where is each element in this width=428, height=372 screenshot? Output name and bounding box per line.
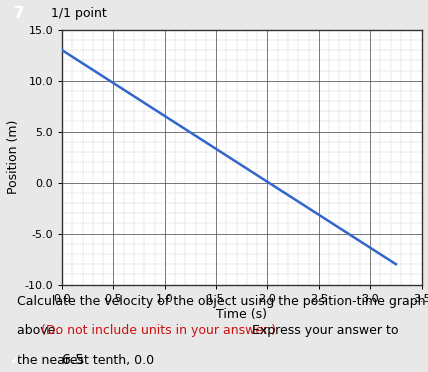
Text: above.: above. (17, 324, 63, 337)
Text: ✓: ✓ (9, 353, 21, 367)
Text: 7: 7 (14, 6, 24, 22)
Text: Calculate the velocity of the object using the position-time graph: Calculate the velocity of the object usi… (17, 295, 425, 308)
X-axis label: Time (s): Time (s) (216, 308, 268, 321)
Text: the nearest tenth, 0.0: the nearest tenth, 0.0 (17, 353, 154, 366)
Text: 1/1 point: 1/1 point (51, 7, 106, 20)
Text: 6.5: 6.5 (62, 353, 84, 367)
Y-axis label: Position (m): Position (m) (7, 120, 20, 194)
Text: Express your answer to: Express your answer to (248, 324, 399, 337)
Text: (Do not include units in your answer.): (Do not include units in your answer.) (41, 324, 276, 337)
